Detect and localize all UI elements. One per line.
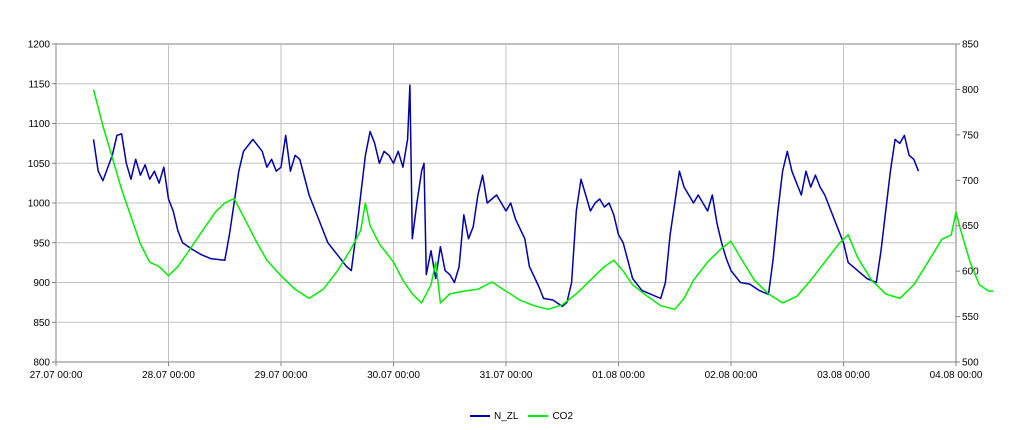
- left-y-tick-label: 1050: [28, 159, 51, 170]
- x-tick-label: 29.07 00:00: [255, 370, 308, 381]
- x-axis-ticks: 27.07 00:00 28.07 00:00 29.07 00:00 30.07 0…: [30, 362, 983, 381]
- right-y-tick-label: 500: [962, 358, 979, 369]
- right-y-tick-label: 800: [962, 85, 979, 96]
- legend-label-n-zl: N_ZL: [494, 410, 519, 422]
- left-y-tick-label: 1150: [28, 79, 50, 90]
- left-y-tick-label: 950: [33, 238, 50, 249]
- right-y-tick-label: 650: [962, 221, 979, 232]
- left-y-tick-label: 1200: [28, 40, 51, 51]
- x-tick-label: 27.07 00:00: [30, 370, 83, 381]
- series-line-co2: [92, 89, 994, 311]
- gridlines: [56, 44, 956, 362]
- x-tick-label: 02.08 00:00: [705, 370, 758, 381]
- x-tick-label: 31.07 00:00: [480, 370, 533, 381]
- series-lines: [92, 84, 994, 311]
- left-y-tick-label: 1000: [28, 199, 51, 210]
- right-y-tick-label: 750: [962, 130, 979, 141]
- series-line-n-zl: [92, 84, 920, 308]
- x-tick-label: 03.08 00:00: [817, 370, 870, 381]
- right-y-tick-label: 550: [962, 312, 979, 323]
- left-y-tick-label: 1100: [28, 119, 50, 130]
- legend-item-n-zl: N_ZL: [470, 411, 518, 422]
- legend: N_ZL CO2: [470, 409, 573, 423]
- right-y-tick-label: 600: [962, 267, 979, 278]
- legend-swatch-co2: [528, 415, 549, 417]
- left-y-tick-label: 900: [33, 278, 50, 289]
- left-y-tick-label: 800: [33, 358, 50, 369]
- left-y-axis-ticks: 800 850 900 950 1000 1050 1100 1150 1200: [28, 40, 56, 369]
- x-tick-label: 28.07 00:00: [142, 370, 195, 381]
- x-tick-label: 01.08 00:00: [592, 370, 645, 381]
- legend-item-co2: CO2: [528, 411, 573, 422]
- legend-label-co2: CO2: [552, 410, 574, 422]
- x-tick-label: 30.07 00:00: [367, 370, 420, 381]
- left-y-tick-label: 850: [33, 318, 50, 329]
- right-y-tick-label: 700: [962, 176, 979, 187]
- x-tick-label: 04.08 00:00: [930, 370, 983, 381]
- right-y-tick-label: 850: [962, 40, 979, 51]
- legend-swatch-n-zl: [470, 415, 490, 417]
- right-y-axis-ticks: 500 550 600 650 700 750 800 850: [956, 40, 979, 369]
